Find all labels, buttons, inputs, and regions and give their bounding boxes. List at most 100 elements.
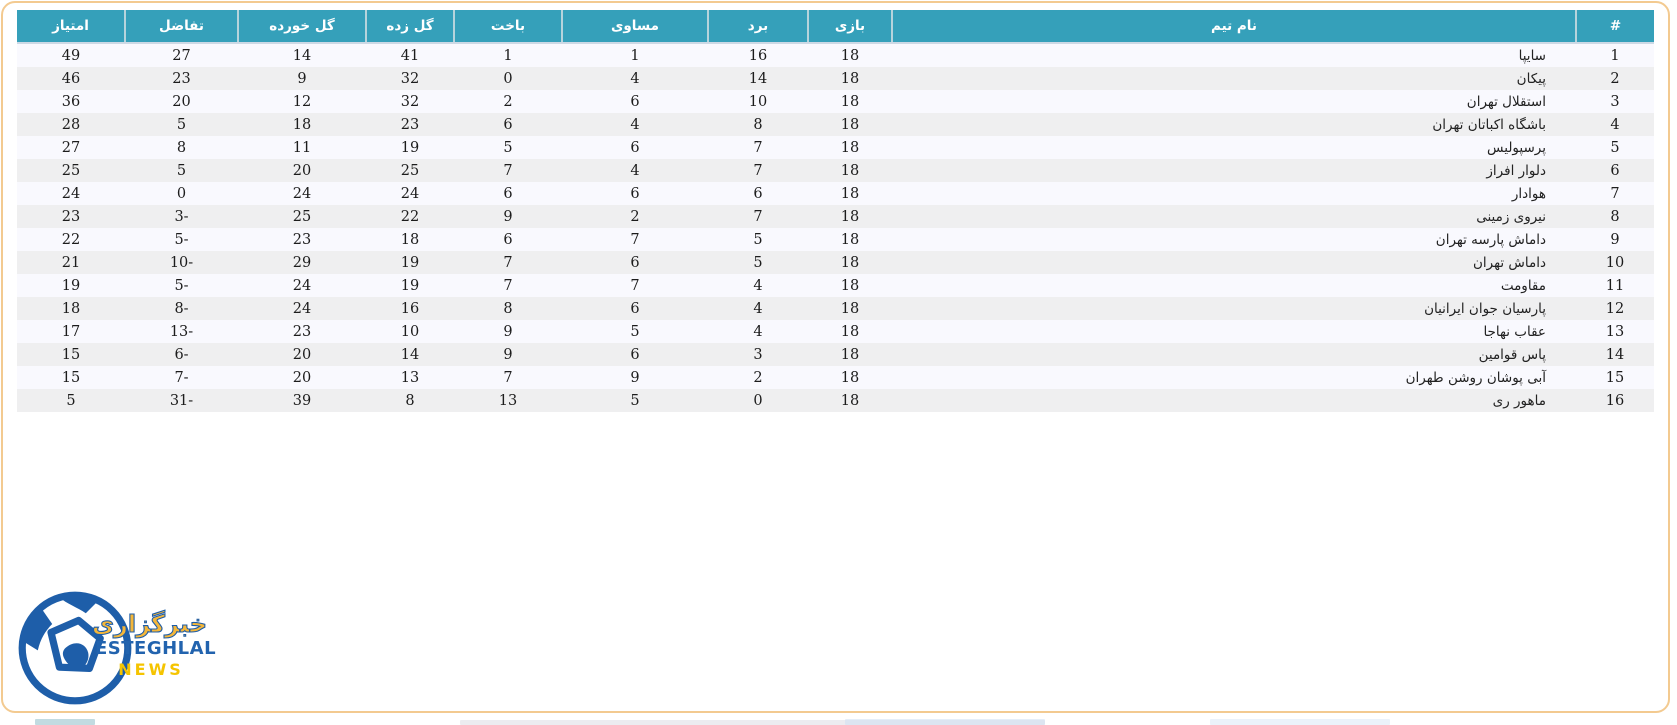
cell-rank: 9 [1610, 231, 1620, 248]
cell-won: 4 [753, 323, 763, 340]
column-header-drawn: مساوی [562, 10, 709, 44]
cell-lost: 9 [503, 323, 513, 340]
cell-won: 5 [753, 231, 763, 248]
cell-gd: 6- [174, 346, 189, 363]
table-body: 1 سایپا 18 16 1 1 41 14 27 49 2 پیکان 18 14 4 0 32 9 23 46 3… [17, 43, 1654, 412]
cell-rank: 1 [1610, 47, 1620, 64]
table-header: # نام تیم بازی برد مساوی باخت گل زده گل خورده تف… [17, 10, 1654, 44]
cell-played: 18 [840, 392, 860, 409]
cell-gd: 5 [176, 162, 187, 179]
cell-gd: 3- [174, 208, 189, 225]
table-row: 5 پرسپولیس 18 7 6 5 19 11 8 27 [17, 136, 1654, 159]
table-row: 1 سایپا 18 16 1 1 41 14 27 49 [17, 43, 1654, 67]
cell-gd: 13- [169, 323, 194, 340]
cell-won: 8 [753, 116, 763, 133]
cell-won: 10 [748, 93, 768, 110]
cell-points: 21 [61, 254, 81, 271]
cell-team: باشگاه اکباتان تهران [1432, 116, 1546, 133]
cell-points: 15 [61, 369, 81, 386]
cell-won: 6 [753, 185, 763, 202]
cell-gd: 0 [176, 185, 187, 202]
cell-played: 18 [840, 369, 860, 386]
cell-ga: 23 [292, 323, 312, 340]
cell-rank: 2 [1610, 70, 1620, 87]
cell-rank: 10 [1605, 254, 1625, 271]
logo-esteghlal-label: ESTEGHLAL [95, 638, 217, 659]
cell-rank: 14 [1605, 346, 1625, 363]
cell-ga: 29 [292, 254, 312, 271]
cell-points: 24 [61, 185, 81, 202]
cell-won: 7 [753, 139, 763, 156]
cell-gf: 41 [400, 47, 420, 64]
cell-drawn: 6 [630, 93, 640, 110]
table-row: 14 پاس قوامین 18 3 6 9 14 20 6- 15 [17, 343, 1654, 366]
cell-won: 3 [753, 346, 763, 363]
cell-gf: 22 [400, 208, 420, 225]
cell-team: ماهور ری [1492, 392, 1546, 409]
below-fold-artifact [460, 720, 1045, 725]
cell-team: پارسیان جوان ایرانیان [1424, 300, 1546, 317]
cell-gd: 27 [172, 47, 191, 64]
cell-rank: 7 [1610, 185, 1620, 202]
cell-gf: 18 [400, 231, 420, 248]
cell-gd: 8 [176, 139, 187, 156]
column-header-team: نام تیم [892, 10, 1577, 44]
cell-drawn: 6 [630, 139, 640, 156]
cell-gf: 8 [405, 392, 415, 409]
cell-points: 5 [66, 392, 76, 409]
table-row: 2 پیکان 18 14 4 0 32 9 23 46 [17, 67, 1654, 90]
cell-points: 19 [61, 277, 81, 294]
cell-won: 4 [753, 277, 763, 294]
cell-ga: 18 [292, 116, 312, 133]
cell-gf: 10 [400, 323, 420, 340]
cell-gd: 10- [169, 254, 194, 271]
cell-ga: 14 [292, 47, 312, 64]
cell-gf: 19 [400, 254, 420, 271]
cell-rank: 16 [1605, 392, 1625, 409]
cell-played: 18 [840, 116, 860, 133]
cell-points: 23 [61, 208, 81, 225]
cell-gd: 5 [176, 116, 187, 133]
cell-points: 25 [61, 162, 81, 179]
header-row: # نام تیم بازی برد مساوی باخت گل زده گل خورده تف… [17, 10, 1654, 44]
cell-ga: 12 [292, 93, 312, 110]
cell-drawn: 4 [630, 70, 640, 87]
cell-rank: 3 [1610, 93, 1620, 110]
standings-table: # نام تیم بازی برد مساوی باخت گل زده گل خورده تف… [17, 10, 1654, 412]
cell-gf: 24 [400, 185, 420, 202]
cell-played: 18 [840, 277, 860, 294]
cell-team: پیکان [1516, 70, 1546, 87]
cell-drawn: 7 [630, 277, 640, 294]
cell-team: داماش پارسه تهران [1435, 231, 1546, 248]
cell-rank: 11 [1605, 277, 1625, 294]
cell-team: مقاومت [1500, 277, 1546, 294]
table-row: 6 دلوار افراز 18 7 4 7 25 20 5 25 [17, 159, 1654, 182]
logo-agency-label: خبرگزاری [91, 609, 207, 638]
cell-rank: 5 [1610, 139, 1620, 156]
cell-ga: 20 [292, 162, 312, 179]
cell-gf: 32 [400, 70, 420, 87]
cell-points: 22 [61, 231, 81, 248]
cell-team: دلوار افراز [1486, 162, 1546, 179]
column-header-rank: # [1576, 10, 1654, 44]
cell-won: 4 [753, 300, 763, 317]
cell-lost: 9 [503, 346, 513, 363]
column-header-ga: گل خورده [238, 10, 367, 44]
cell-lost: 7 [503, 277, 513, 294]
cell-played: 18 [840, 139, 860, 156]
cell-ga: 24 [292, 185, 312, 202]
cell-played: 18 [840, 208, 860, 225]
cell-gf: 19 [400, 139, 420, 156]
cell-drawn: 6 [630, 300, 640, 317]
cell-ga: 24 [292, 277, 312, 294]
table-row: 7 هوادار 18 6 6 6 24 24 0 24 [17, 182, 1654, 205]
cell-ga: 23 [292, 231, 312, 248]
cell-points: 28 [61, 116, 81, 133]
cell-team: آبی پوشان روشن طهران [1405, 369, 1546, 386]
cell-ga: 25 [292, 208, 312, 225]
cell-team: پاس قوامین [1478, 346, 1546, 363]
cell-gf: 14 [400, 346, 420, 363]
cell-gd: 5- [174, 277, 189, 294]
cell-lost: 6 [503, 116, 513, 133]
column-header-won: برد [708, 10, 809, 44]
